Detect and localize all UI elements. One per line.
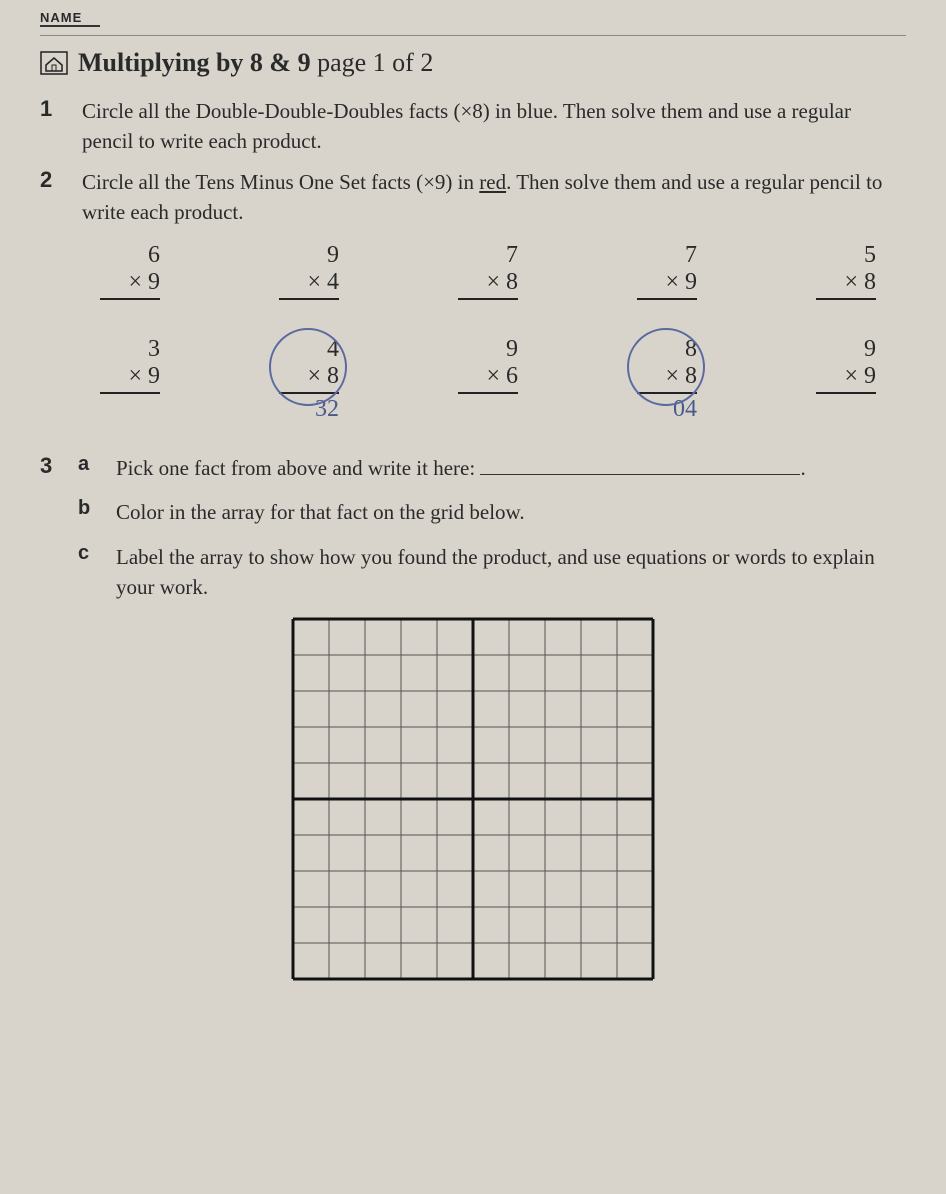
question-text: Circle all the Tens Minus One Set facts … bbox=[82, 167, 906, 228]
question-sub: c bbox=[78, 542, 102, 603]
multiplication-problem: 9× 4 bbox=[279, 242, 339, 300]
multiplicand: 4 bbox=[279, 336, 339, 363]
question-number: 3 bbox=[40, 453, 64, 483]
spacer bbox=[40, 497, 64, 527]
multiplicand: 6 bbox=[100, 242, 160, 269]
multiplicand: 9 bbox=[816, 336, 876, 363]
student-answer: 04 bbox=[637, 396, 697, 423]
name-label: NAME bbox=[40, 10, 100, 27]
question-1: 1 Circle all the Double-Double-Doubles f… bbox=[40, 96, 906, 157]
multiplication-problem: 6× 9 bbox=[100, 242, 160, 300]
multiplier: × 4 bbox=[279, 269, 339, 300]
question-sub: b bbox=[78, 497, 102, 527]
array-grid-container bbox=[40, 617, 906, 981]
question-text: Pick one fact from above and write it he… bbox=[116, 453, 806, 483]
multiplier: × 8 bbox=[458, 269, 518, 300]
multiplier: × 8 bbox=[279, 363, 339, 394]
multiplication-problem: 8× 804 bbox=[637, 336, 697, 423]
question-sub: a bbox=[78, 453, 102, 483]
page-title: Multiplying by 8 & 9 page 1 of 2 bbox=[78, 48, 433, 78]
multiplicand: 9 bbox=[279, 242, 339, 269]
problems-row-1: 6× 99× 47× 87× 95× 8 bbox=[40, 236, 906, 306]
multiplication-problem: 7× 9 bbox=[637, 242, 697, 300]
multiplier: × 8 bbox=[816, 269, 876, 300]
multiplicand: 9 bbox=[458, 336, 518, 363]
multiplicand: 3 bbox=[100, 336, 160, 363]
spacer bbox=[40, 542, 64, 603]
page-title-row: Multiplying by 8 & 9 page 1 of 2 bbox=[40, 48, 906, 78]
multiplication-problem: 9× 9 bbox=[816, 336, 876, 423]
multiplier: × 9 bbox=[100, 269, 160, 300]
question-number: 2 bbox=[40, 167, 64, 228]
question-number: 1 bbox=[40, 96, 64, 157]
problems-row-2: 3× 94× 8329× 68× 8049× 9 bbox=[40, 330, 906, 429]
multiplier: × 9 bbox=[637, 269, 697, 300]
multiplier: × 6 bbox=[458, 363, 518, 394]
multiplication-problem: 3× 9 bbox=[100, 336, 160, 423]
multiplicand: 7 bbox=[458, 242, 518, 269]
answer-blank[interactable] bbox=[480, 474, 800, 475]
array-grid[interactable] bbox=[291, 617, 655, 981]
question-3: 3 a Pick one fact from above and write i… bbox=[40, 453, 906, 981]
multiplication-problem: 4× 832 bbox=[279, 336, 339, 423]
question-text: Color in the array for that fact on the … bbox=[116, 497, 525, 527]
multiplication-problem: 7× 8 bbox=[458, 242, 518, 300]
student-answer: 32 bbox=[279, 396, 339, 423]
multiplication-problem: 9× 6 bbox=[458, 336, 518, 423]
multiplicand: 8 bbox=[637, 336, 697, 363]
multiplication-problem: 5× 8 bbox=[816, 242, 876, 300]
divider bbox=[40, 35, 906, 36]
home-icon bbox=[40, 51, 68, 75]
multiplier: × 9 bbox=[100, 363, 160, 394]
question-2: 2 Circle all the Tens Minus One Set fact… bbox=[40, 167, 906, 228]
multiplicand: 5 bbox=[816, 242, 876, 269]
multiplier: × 8 bbox=[637, 363, 697, 394]
multiplicand: 7 bbox=[637, 242, 697, 269]
question-text: Circle all the Double-Double-Doubles fac… bbox=[82, 96, 906, 157]
multiplier: × 9 bbox=[816, 363, 876, 394]
question-text: Label the array to show how you found th… bbox=[116, 542, 906, 603]
